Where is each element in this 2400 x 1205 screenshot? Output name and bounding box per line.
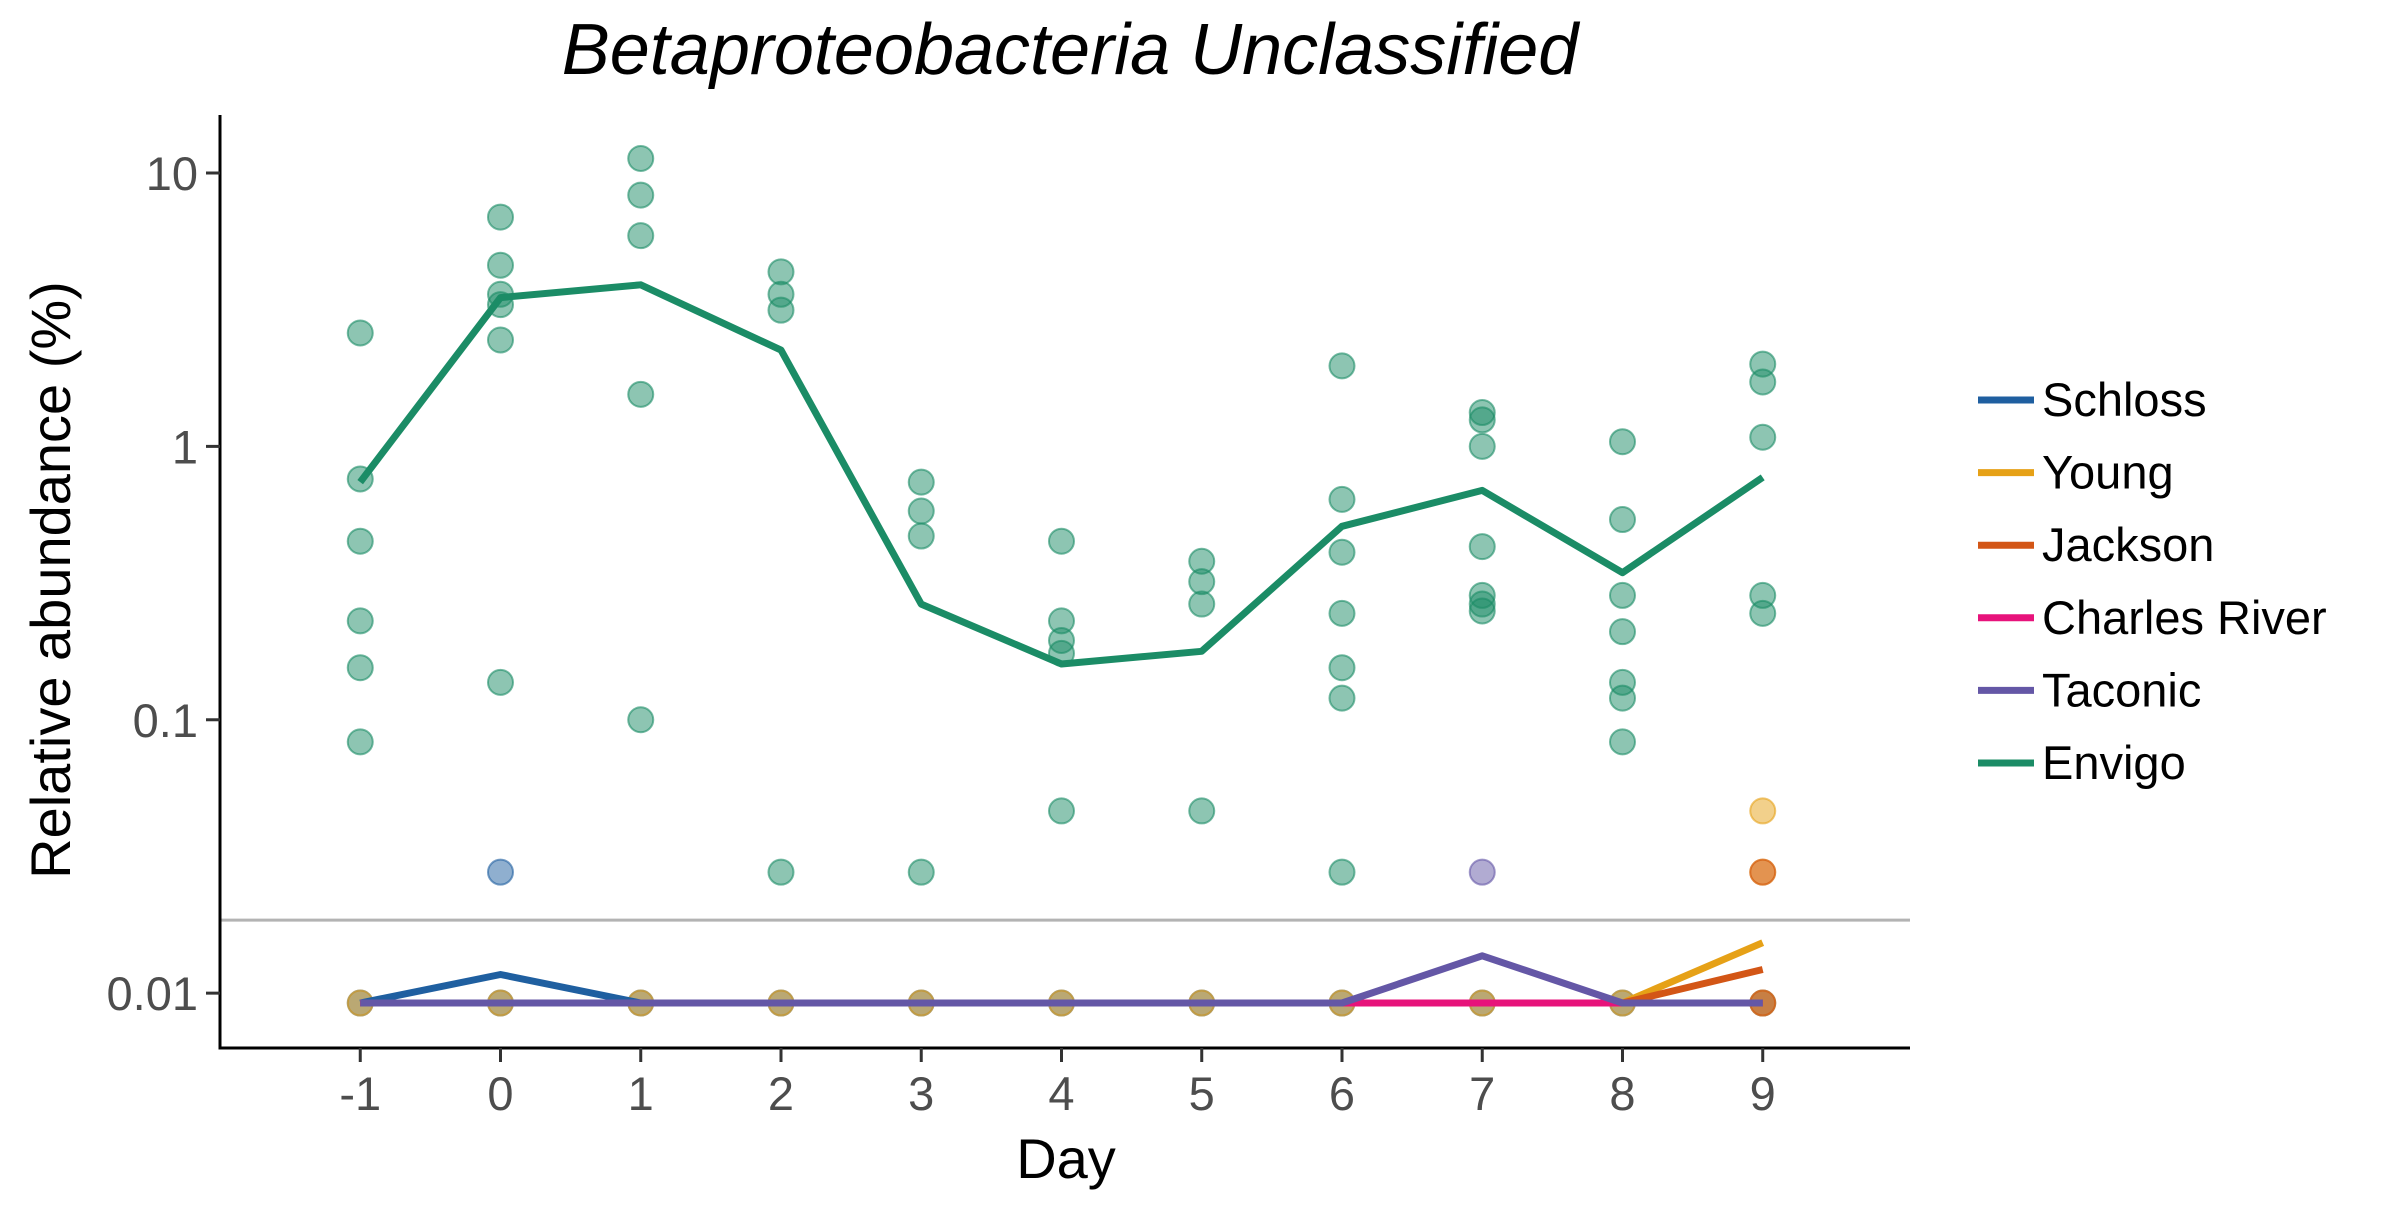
data-point-envigo — [1608, 618, 1636, 646]
data-point-envigo — [1328, 352, 1356, 380]
data-point-envigo — [486, 326, 514, 354]
data-point-envigo — [1188, 797, 1216, 825]
data-point-envigo — [767, 258, 795, 286]
legend-label-schloss: Schloss — [2042, 373, 2207, 426]
data-point-envigo — [627, 706, 655, 734]
data-point-envigo — [767, 296, 795, 324]
legend-label-jackson: Jackson — [2042, 518, 2214, 571]
legend-label-taconic: Taconic — [2042, 663, 2201, 716]
data-point-envigo — [486, 251, 514, 279]
data-point-envigo — [1608, 506, 1636, 534]
legend-label-charles-river: Charles River — [2042, 591, 2327, 644]
data-point-envigo — [1749, 423, 1777, 451]
x-tick-label: 0 — [487, 1067, 513, 1120]
data-point-envigo — [1047, 527, 1075, 555]
axes-layer: 0.01 0.1 1 10 -1 0 1 2 3 4 5 6 7 8 9 — [107, 115, 1910, 1120]
data-point-jackson — [1749, 858, 1777, 886]
series-line-taconic — [360, 952, 1763, 1007]
x-tick-label: 4 — [1048, 1067, 1074, 1120]
series-line-envigo — [357, 281, 1765, 668]
data-point-envigo — [346, 654, 374, 682]
x-tick-label: 5 — [1189, 1067, 1215, 1120]
data-point-envigo — [1468, 406, 1496, 434]
data-point-envigo — [1608, 684, 1636, 712]
data-point-envigo — [907, 468, 935, 496]
data-point-envigo — [627, 144, 655, 172]
data-point-envigo — [1328, 858, 1356, 886]
data-point-envigo — [627, 181, 655, 209]
data-point-envigo — [907, 858, 935, 886]
x-tick-label: 9 — [1750, 1067, 1776, 1120]
data-point-envigo — [1608, 581, 1636, 609]
data-point-envigo — [767, 858, 795, 886]
x-tick-label: 1 — [628, 1067, 654, 1120]
data-point-envigo — [1608, 428, 1636, 456]
x-tick-label: 7 — [1469, 1067, 1495, 1120]
data-point-envigo — [346, 319, 374, 347]
x-tick-label: 8 — [1609, 1067, 1635, 1120]
data-point-envigo — [486, 668, 514, 696]
y-tick-label: 0.1 — [133, 694, 198, 747]
data-point-envigo — [907, 522, 935, 550]
chart-title: Betaproteobacteria Unclassified — [562, 10, 1581, 90]
data-point-envigo — [1188, 568, 1216, 596]
data-point-envigo — [1328, 654, 1356, 682]
x-tick-label: -1 — [339, 1067, 381, 1120]
data-point-envigo — [1749, 599, 1777, 627]
data-point-envigo — [1047, 797, 1075, 825]
x-tick-label: 2 — [768, 1067, 794, 1120]
data-point-young — [1749, 797, 1777, 825]
data-point-envigo — [1328, 684, 1356, 712]
x-axis-label: Day — [1016, 1127, 1116, 1190]
x-tick-label: 3 — [908, 1067, 934, 1120]
data-point-envigo — [1328, 599, 1356, 627]
y-axis-label: Relative abundance (%) — [19, 281, 82, 879]
data-point-envigo — [1468, 432, 1496, 460]
data-point-envigo — [346, 607, 374, 635]
data-point-envigo — [346, 728, 374, 756]
data-point-envigo — [1328, 485, 1356, 513]
data-point-envigo — [1608, 728, 1636, 756]
data-point-envigo — [1188, 590, 1216, 618]
data-point-envigo — [346, 527, 374, 555]
y-tick-label: 10 — [146, 147, 198, 200]
data-point-envigo — [907, 497, 935, 525]
legend: Schloss Young Jackson Charles River Taconic E… — [1978, 373, 2327, 789]
data-point-taconic — [1468, 858, 1496, 886]
x-tick-label: 6 — [1329, 1067, 1355, 1120]
data-point-envigo — [627, 222, 655, 250]
y-tick-label: 1 — [172, 420, 198, 473]
data-point-schloss — [486, 858, 514, 886]
data-point-envigo — [1328, 538, 1356, 566]
data-point-envigo — [486, 203, 514, 231]
data-point-envigo — [1749, 368, 1777, 396]
series-lines-layer — [357, 281, 1765, 1007]
data-point-envigo — [1468, 533, 1496, 561]
legend-label-envigo: Envigo — [2042, 736, 2186, 789]
legend-label-young: Young — [2042, 446, 2174, 499]
y-tick-label: 0.01 — [107, 967, 198, 1020]
data-point-envigo — [1468, 597, 1496, 625]
data-point-envigo — [627, 380, 655, 408]
data-points-layer — [346, 144, 1777, 1017]
